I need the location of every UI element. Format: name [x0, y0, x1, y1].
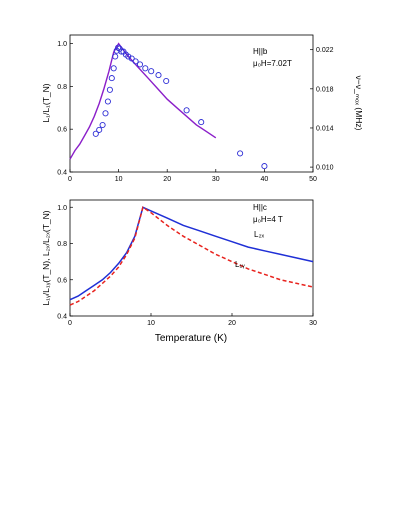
- top-data-point: [104, 98, 111, 105]
- top-y2-axis-label: ν−ν_ₘₒₓ (MHz): [354, 76, 364, 131]
- top-y-tick-label: 0.6: [57, 127, 67, 134]
- top-data-point: [183, 107, 190, 114]
- bottom-y-axis-label: L₁ᵧ/L₁ᵧ(T_N), L₂ₓ/L₂ₓ(T_N): [41, 210, 51, 305]
- top-data-point: [142, 65, 149, 72]
- top-y-tick-label: 1.0: [57, 41, 67, 48]
- bottom-y-tick-label: 1.0: [57, 205, 67, 212]
- top-ticks: 0 10 20 30 40 50 0.4 0.6 0.8 1.0 0.010 0.014 0.018 0.…: [57, 41, 333, 183]
- top-y2-tick-label: 0.010: [316, 165, 334, 172]
- bottom-x-tick-label: 10: [147, 320, 155, 327]
- bottom-x-tick-label: 20: [228, 320, 236, 327]
- bottom-annotation-line2: μ₀H=4 T: [253, 215, 283, 224]
- series-line-l1y: [69, 206, 314, 306]
- top-data-point: [136, 61, 144, 68]
- top-data-point: [96, 126, 103, 133]
- top-data-point: [132, 58, 139, 65]
- top-y2-tick-label: 0.022: [316, 47, 334, 54]
- top-data-point: [125, 53, 132, 60]
- bottom-y-tick-label: 0.8: [57, 241, 67, 248]
- top-data-point: [148, 68, 155, 75]
- top-data-point: [92, 130, 99, 137]
- top-data-point: [106, 86, 113, 93]
- bottom-annotation-line1: H||c: [253, 203, 267, 212]
- top-x-tick-label: 50: [309, 176, 317, 183]
- top-data-point: [128, 55, 135, 62]
- series-label-l2x: L₂ₓ: [254, 230, 265, 239]
- top-annotation-line2: μ₀H=7.02T: [253, 59, 292, 68]
- series-line-l2x: [69, 206, 314, 301]
- top-data-point: [102, 110, 109, 117]
- top-annotation-line1: H||b: [253, 47, 268, 56]
- top-x-tick-label: 0: [68, 176, 72, 183]
- bottom-ticks: 0 10 20 30 0.4 0.6 0.8 1.0: [57, 205, 317, 327]
- top-data-point: [110, 65, 117, 72]
- top-data-point: [198, 119, 205, 126]
- bottom-plot-frame: [69, 199, 314, 317]
- top-data-point: [118, 48, 125, 55]
- top-data-point: [155, 72, 162, 79]
- top-data-point: [163, 77, 170, 85]
- top-data-point: [115, 44, 122, 51]
- top-fit-curve: [69, 42, 217, 160]
- top-y-tick-label: 0.8: [57, 84, 67, 91]
- bottom-y-tick-label: 0.6: [57, 277, 67, 284]
- bottom-panel: 0 10 20 30 0.4 0.6 0.8 1.0 H||c μ₀H=4 T L₂ₓ L₁ᵧ…: [41, 199, 317, 344]
- bottom-x-tick-label: 30: [309, 320, 317, 327]
- top-x-tick-label: 40: [261, 176, 269, 183]
- top-data-point: [237, 150, 244, 157]
- series-label-l1y: L₁ᵧ: [235, 260, 245, 269]
- bottom-y-tick-label: 0.4: [57, 314, 67, 321]
- top-y-axis-label: L₁/L₁(T_N): [41, 83, 51, 122]
- top-data-point: [108, 75, 115, 82]
- top-series: [69, 42, 268, 170]
- bottom-x-tick-label: 0: [68, 320, 72, 327]
- top-y2-tick-label: 0.014: [316, 125, 334, 132]
- top-data-point: [261, 163, 268, 170]
- top-data-point: [99, 121, 106, 129]
- top-y2-tick-label: 0.018: [316, 86, 334, 93]
- top-plot-frame: [69, 34, 314, 173]
- top-x-tick-label: 20: [163, 176, 171, 183]
- top-data-point: [112, 53, 119, 60]
- bottom-x-axis-label: Temperature (K): [155, 333, 227, 344]
- top-panel: 0 10 20 30 40 50 0.4 0.6 0.8 1.0 0.010 0.014 0.018 0.…: [41, 34, 364, 183]
- top-x-tick-label: 10: [115, 176, 123, 183]
- top-y-tick-label: 0.4: [57, 170, 67, 177]
- bottom-series: [69, 206, 314, 306]
- top-x-tick-label: 30: [212, 176, 220, 183]
